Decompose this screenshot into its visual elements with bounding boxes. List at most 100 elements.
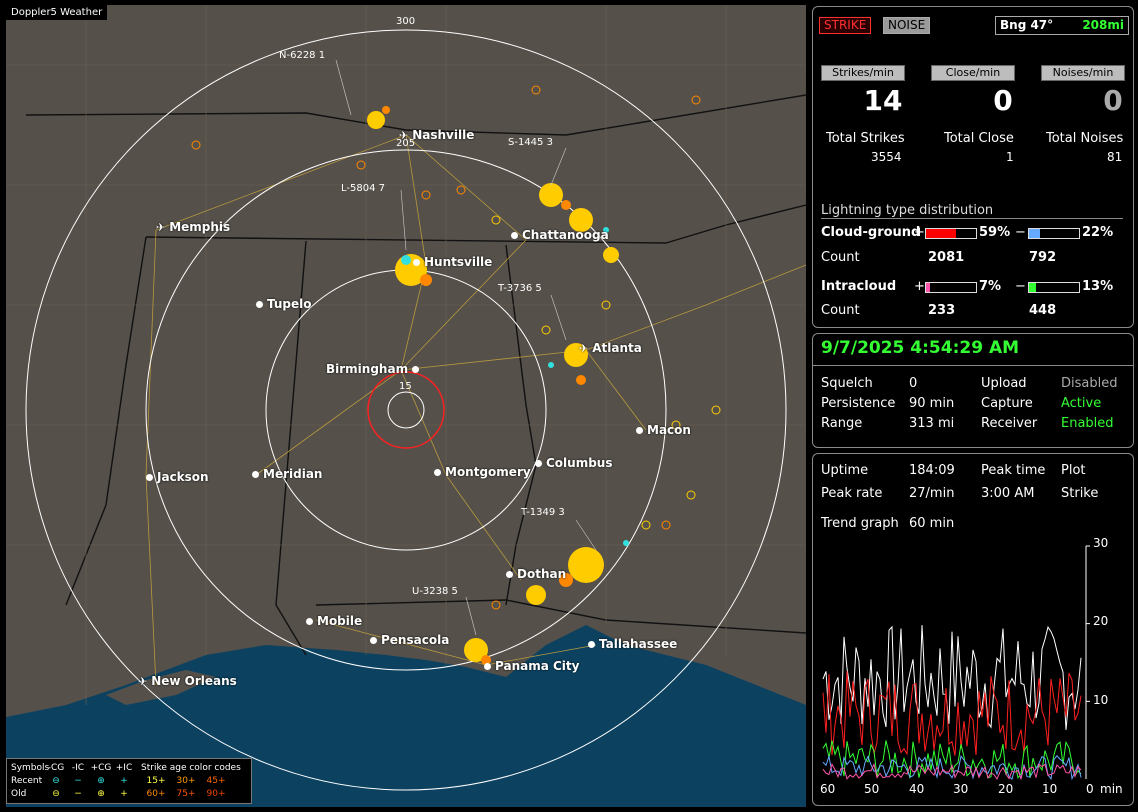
storm-cell-label[interactable]: S-1445 3 [508,137,553,148]
city-columbus: Columbus [535,456,613,470]
status-panel: 9/7/2025 4:54:29 AM Squelch 0 Upload Dis… [812,333,1134,448]
cg-negative-fill [1029,229,1040,238]
cg-positive-bar [925,228,977,239]
close-per-min-value: 0 [993,84,1013,117]
city-dot-icon [506,571,513,578]
legend-header: -CG [47,763,65,773]
minus-ic-recent-icon: − [74,776,82,786]
minus-cg-recent-icon: ⊖ [52,776,60,786]
capture-value: Active [1061,396,1102,411]
plus-sign: + [914,279,925,294]
city-dothan: Dothan [506,567,566,581]
legend-age: 30+ [176,776,196,786]
trend-graph-value[interactable]: 60 min [909,516,955,531]
minus-ic-old-icon: − [74,789,82,799]
city-birmingham: Birmingham [326,362,423,376]
upload-label: Upload [981,376,1027,391]
storm-cell-label[interactable]: U-3238 5 [412,586,458,597]
x-tick-label: 40 [909,782,925,796]
legend-age-title: Strike age color codes [141,763,241,773]
x-tick-label: 60 [820,782,836,796]
storm-cell-label[interactable]: L-5804 7 [341,183,385,194]
legend-header: -IC [71,763,85,773]
legend-recent-label: Recent [11,776,43,786]
peak-time-label: Peak time [981,463,1046,478]
ic-negative-count: 448 [1029,303,1057,318]
uptime-label: Uptime [821,463,869,478]
legend-age: 90+ [206,789,226,799]
city-dot-icon [535,460,542,467]
distribution-title: Lightning type distribution [821,203,994,218]
trend-series-line [822,762,1082,781]
peak-rate-value: 27/min [909,486,955,501]
squelch-label: Squelch [821,376,873,391]
total-close-label: Total Close [944,131,1014,146]
squelch-value: 0 [909,376,918,391]
city-dot-icon [256,301,263,308]
ic-negative-percent: 13% [1082,279,1114,294]
city-dot-icon [484,663,491,670]
ring-label-300: 300 [396,16,416,27]
cg-positive-fill [926,229,956,238]
city-panama-city: Panama City [484,659,579,673]
plot-value[interactable]: Strike [1061,486,1099,501]
city-jackson: Jackson [146,470,209,484]
ring-label-205: 205 [396,138,416,149]
legend-symbols-label: Symbols [11,763,50,773]
highway-lines [145,134,806,686]
map-canvas [6,5,806,807]
storm-cell-leaders [335,59,597,636]
total-strikes-value: 3554 [871,150,902,164]
cg-negative-count: 792 [1029,250,1057,265]
legend-header: +IC [115,763,133,773]
strikes-per-min-value: 14 [863,84,903,117]
x-tick-label: 30 [953,782,969,796]
intracloud-label: Intracloud [821,279,897,294]
city-dot-icon [370,637,377,644]
minus-cg-old-icon: ⊖ [52,789,60,799]
lightning-map[interactable]: Doppler5 Weather 300 205 15 ✈ Nashville ✈… [6,5,806,807]
cg-negative-percent: 22% [1082,225,1114,240]
symbol-legend: Symbols-CG -IC +CG +IC Strike age color code… [6,758,252,804]
x-tick-label: 0 [1086,782,1094,796]
plus-cg-recent-icon: ⊕ [97,776,105,786]
close-range-ring [367,371,445,449]
strike-clusters [191,85,721,665]
city-new-orleans: ✈ New Orleans [138,674,237,688]
city-chattanooga: Chattanooga [511,228,609,242]
plot-label: Plot [1061,463,1086,478]
peak-time-value: 3:00 AM [981,486,1035,501]
minus-sign: − [1015,279,1026,294]
trend-series-line [822,625,1082,730]
total-close-value: 1 [1006,150,1014,164]
legend-age: 60+ [146,789,166,799]
city-nashville: ✈ Nashville [399,128,475,142]
cg-negative-bar [1028,228,1080,239]
storm-cell-label[interactable]: N-6228 1 [279,50,326,61]
x-tick-label: 20 [998,782,1014,796]
strike-mode-button[interactable]: STRIKE [819,17,872,34]
storm-cell-label[interactable]: T-3736 5 [498,283,542,294]
bearing-value: Bng 47° [1000,18,1054,32]
cg-positive-count: 2081 [928,250,965,265]
distance-value: 208mi [1082,18,1124,32]
plus-ic-recent-icon: + [120,776,128,786]
cg-positive-percent: 59% [979,225,1011,240]
receiver-value: Enabled [1061,416,1114,431]
distribution-divider [821,218,1123,219]
total-noises-value: 81 [1107,150,1123,164]
strikes-per-min-label: Strikes/min [821,65,905,81]
noise-mode-button[interactable]: NOISE [883,17,931,34]
upload-value: Disabled [1061,376,1118,391]
status-divider [813,365,1133,366]
plus-ic-old-icon: + [120,789,128,799]
ic-negative-fill [1029,283,1036,292]
storm-cell-label[interactable]: T-1349 3 [521,507,565,518]
city-dot-icon [413,259,420,266]
y-tick-label: 10 [1093,693,1109,707]
airport-icon: ✈ [579,342,589,355]
strike-stats-panel: STRIKE NOISE Bng 47° 208mi Strikes/min C… [812,6,1134,328]
coast-detail [106,670,216,705]
city-dot-icon [146,474,153,481]
airport-icon: ✈ [156,221,166,234]
